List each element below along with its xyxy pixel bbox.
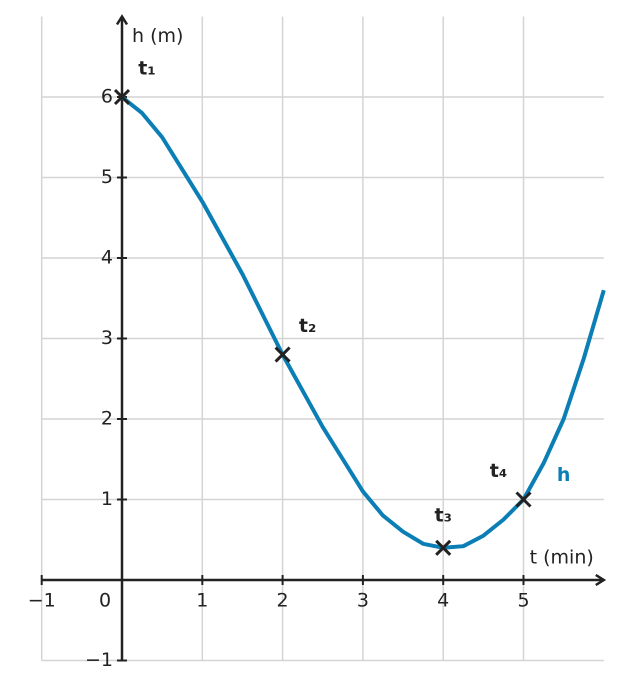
- y-tick-label: 3: [101, 327, 113, 349]
- point-label: t₂: [299, 315, 316, 337]
- x-tick-label: −1: [28, 590, 56, 612]
- point-marker: [113, 88, 131, 106]
- x-tick-label: 1: [196, 590, 208, 612]
- x-tick-label: 0: [99, 590, 111, 612]
- point-label: t₄: [490, 460, 507, 482]
- point-marker: [515, 491, 532, 508]
- x-tick-label: 3: [357, 590, 369, 612]
- y-tick-label: 2: [101, 408, 113, 430]
- series-label: h: [557, 464, 571, 486]
- point-marker: [274, 346, 291, 363]
- y-axis-label: h (m): [132, 25, 183, 47]
- y-tick-label: −1: [85, 649, 113, 671]
- y-tick-label: 4: [101, 247, 113, 269]
- x-tick-label: 2: [277, 590, 289, 612]
- point-label: t₁: [138, 58, 155, 80]
- point-label: t₃: [434, 504, 451, 526]
- point-marker: [435, 539, 452, 556]
- x-tick-label: 4: [437, 590, 449, 612]
- y-tick-label: 5: [101, 166, 113, 188]
- y-tick-label: 6: [101, 86, 113, 108]
- x-axis-label: t (min): [530, 547, 594, 569]
- x-tick-label: 5: [517, 590, 529, 612]
- y-tick-label: 1: [101, 488, 113, 510]
